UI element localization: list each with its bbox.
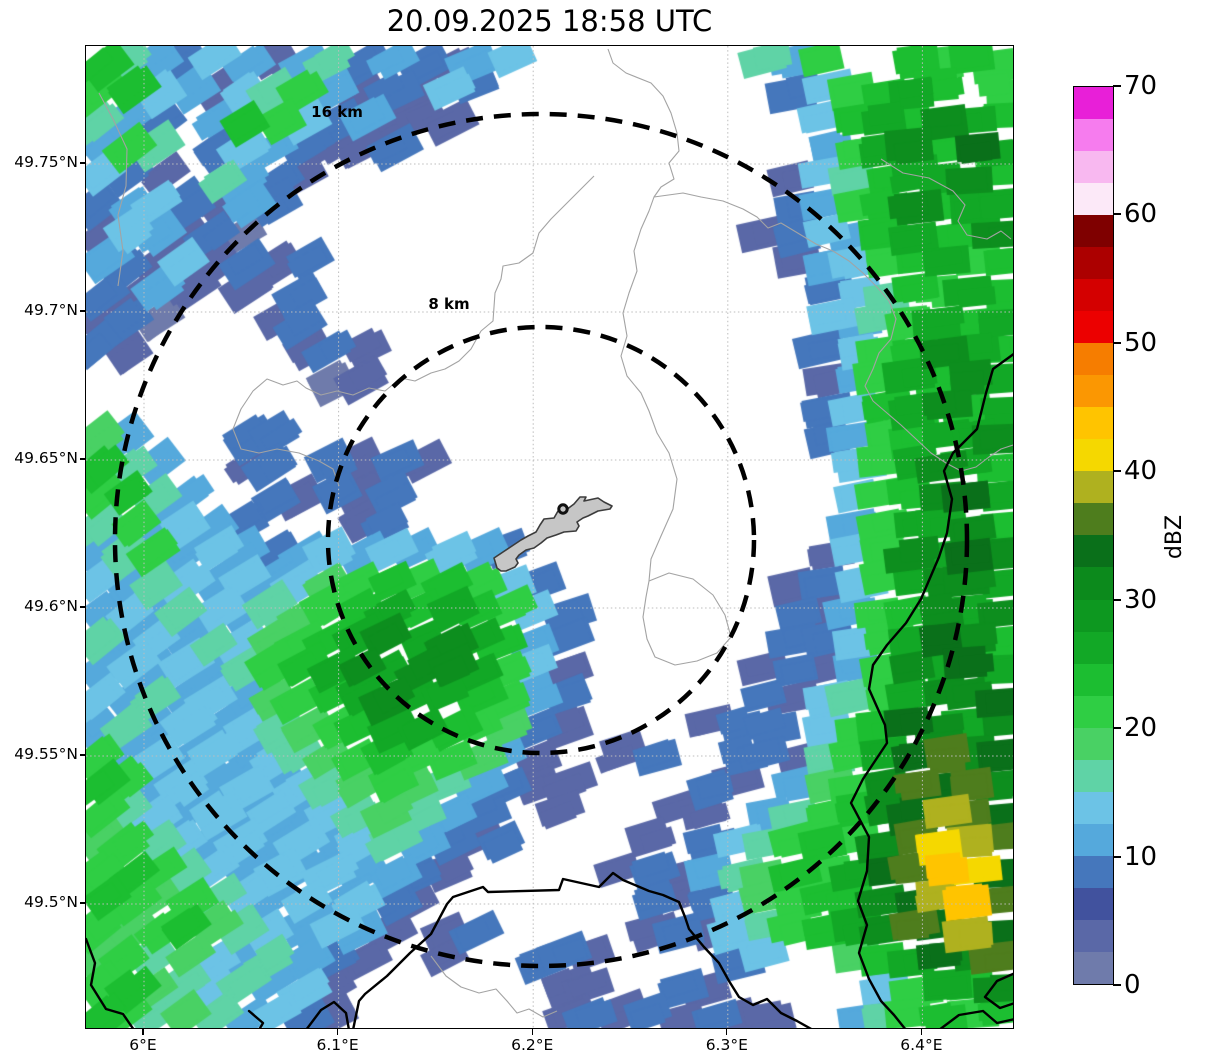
y-tick-label: 49.75°N [14, 153, 78, 171]
colorbar-segment [1074, 855, 1113, 888]
colorbar-segment [1074, 375, 1113, 408]
colorbar-tick-label: 70 [1124, 71, 1158, 101]
colorbar-segment [1074, 663, 1113, 696]
border-line [86, 937, 135, 1028]
colorbar-segment [1074, 183, 1113, 216]
y-tick-mark [79, 606, 85, 608]
x-tick-label: 6.4°E [900, 1036, 943, 1054]
x-tick-label: 6.3°E [705, 1036, 748, 1054]
colorbar-tick-mark [1113, 598, 1121, 601]
colorbar-tick-mark [1113, 341, 1121, 344]
road-line [232, 175, 595, 487]
border-line [247, 1009, 265, 1028]
colorbar-tick-label: 40 [1124, 456, 1158, 487]
colorbar-segment [1074, 503, 1113, 536]
colorbar-tick-mark [1113, 984, 1121, 986]
y-tick-label: 49.65°N [14, 449, 78, 467]
y-tick-mark [79, 458, 85, 460]
radar-map-plot: 8 km 16 km [85, 45, 1014, 1029]
colorbar-segment [1074, 759, 1113, 792]
colorbar-segment [1074, 887, 1113, 920]
colorbar-segment [1074, 151, 1113, 184]
colorbar-unit-label: dBZ [1161, 514, 1187, 560]
colorbar-segment [1074, 311, 1113, 344]
y-tick-mark [79, 162, 85, 164]
colorbar-segment [1074, 567, 1113, 600]
map-overlay-svg: 8 km 16 km [86, 46, 1013, 1028]
x-tick-mark [920, 1029, 923, 1035]
colorbar-tick-mark [1113, 727, 1121, 730]
x-tick-label: 6°E [129, 1036, 157, 1054]
colorbar-segment [1074, 951, 1113, 984]
y-tick-mark [79, 754, 85, 756]
x-tick-label: 6.2°E [511, 1036, 554, 1054]
range-ring-label: 8 km [428, 295, 469, 313]
colorbar-segment [1074, 215, 1113, 248]
border-line [306, 1000, 350, 1028]
border-line [939, 1009, 1013, 1028]
colorbar-tick-mark [1113, 470, 1121, 473]
y-tick-mark [79, 902, 85, 904]
x-tick-mark [336, 1029, 339, 1035]
road-line [653, 192, 1013, 472]
range-ring-8km [325, 324, 757, 756]
colorbar-segment [1074, 119, 1113, 152]
colorbar [1073, 86, 1114, 985]
colorbar-segment [1074, 727, 1113, 760]
y-tick-label: 49.55°N [14, 745, 78, 763]
radar-site-marker [557, 503, 569, 515]
y-tick-mark [79, 310, 85, 312]
figure-title: 20.09.2025 18:58 UTC [386, 4, 713, 38]
colorbar-tick-label: 50 [1124, 327, 1158, 358]
colorbar-segment [1074, 535, 1113, 568]
colorbar-tick-label: 30 [1124, 584, 1158, 615]
colorbar-segment [1074, 87, 1113, 120]
range-ring-label: 16 km [311, 103, 363, 121]
colorbar-segment [1074, 919, 1113, 952]
x-tick-label: 6.1°E [316, 1036, 359, 1054]
colorbar-tick-mark [1113, 85, 1121, 87]
colorbar-segment [1074, 343, 1113, 376]
y-tick-label: 49.7°N [24, 301, 78, 319]
y-tick-label: 49.5°N [24, 893, 78, 911]
colorbar-segment [1074, 823, 1113, 856]
colorbar-tick-mark [1113, 213, 1121, 216]
colorbar-segment [1074, 695, 1113, 728]
colorbar-tick-label: 60 [1124, 199, 1158, 230]
road-line [430, 955, 558, 1018]
colorbar-tick-label: 10 [1124, 841, 1158, 872]
range-ring-16km [112, 111, 970, 969]
colorbar-segment [1074, 247, 1113, 280]
border-line [352, 871, 812, 1028]
colorbar-tick-mark [1113, 855, 1121, 858]
border-line [849, 352, 1013, 1028]
road-line [607, 48, 680, 582]
colorbar-segment [1074, 631, 1113, 664]
x-tick-mark [726, 1029, 728, 1035]
colorbar-segment [1074, 791, 1113, 824]
colorbar-segment [1074, 407, 1113, 440]
colorbar-segment [1074, 439, 1113, 472]
colorbar-tick-label: 20 [1124, 713, 1158, 744]
colorbar-segment [1074, 471, 1113, 504]
border-line [983, 972, 1013, 1010]
colorbar-segment [1074, 599, 1113, 632]
airport-outline [493, 496, 613, 572]
road-line [98, 92, 128, 287]
y-tick-label: 49.6°N [24, 597, 78, 615]
road-line [642, 572, 732, 666]
x-tick-mark [531, 1029, 533, 1035]
colorbar-segment [1074, 279, 1113, 312]
colorbar-tick-label: 0 [1124, 970, 1141, 1000]
x-tick-mark [142, 1029, 144, 1035]
road-line [880, 158, 1012, 240]
